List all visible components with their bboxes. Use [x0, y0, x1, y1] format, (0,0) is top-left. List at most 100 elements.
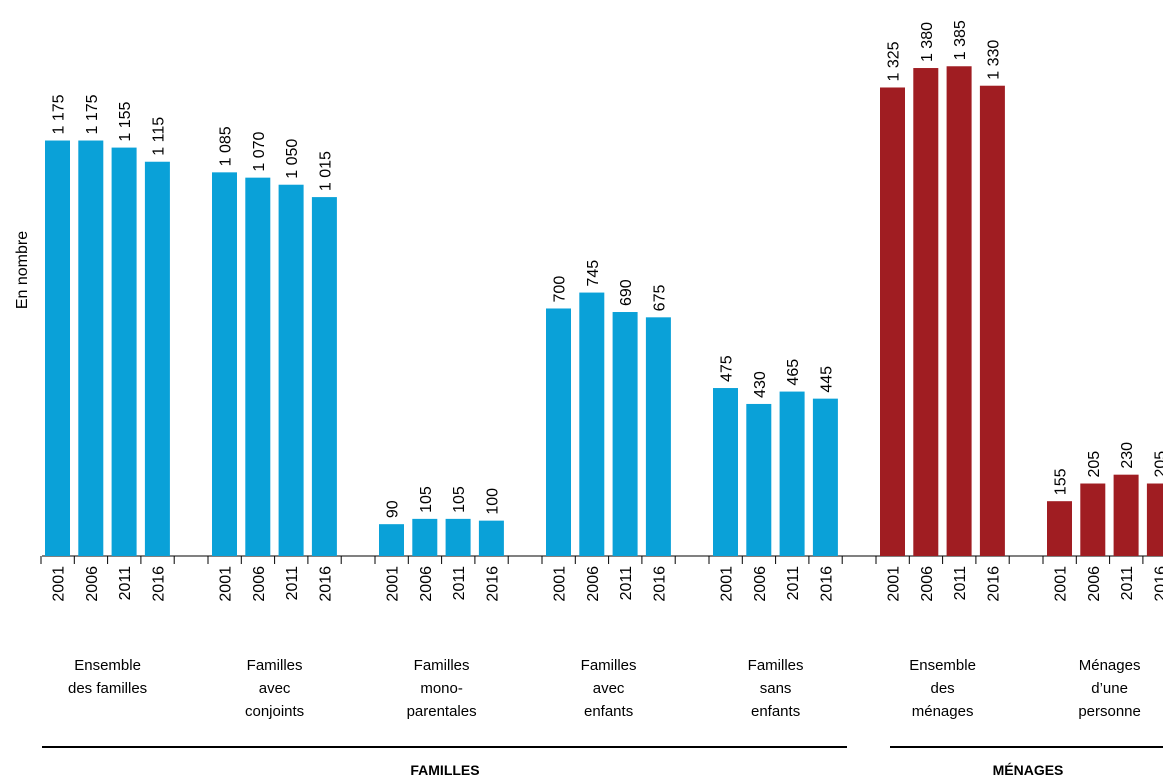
x-tick-label: 2011: [952, 566, 969, 601]
x-tick-label: 2006: [919, 566, 936, 602]
x-tick-label: 2006: [251, 566, 268, 602]
x-tick-label: 2006: [585, 566, 602, 602]
section-label: FAMILLES: [410, 762, 479, 778]
bar: [78, 140, 104, 556]
group-label: Familles: [247, 657, 303, 674]
x-tick-label: 2001: [218, 566, 235, 602]
bar: [812, 398, 838, 556]
data-label: 745: [585, 260, 602, 287]
x-tick-label: 2016: [985, 566, 1002, 602]
bar: [412, 518, 438, 556]
data-label: 1 115: [150, 117, 167, 156]
group-label: ménages: [912, 703, 974, 720]
data-label: 1 070: [251, 132, 268, 172]
bar: [245, 177, 271, 556]
data-label: 105: [451, 486, 468, 513]
bar: [713, 388, 738, 556]
bar: [1047, 501, 1072, 556]
bar: [445, 518, 471, 556]
data-label: 1 015: [317, 151, 334, 191]
data-label: 205: [1086, 451, 1103, 478]
bar: [111, 147, 137, 557]
data-label: 700: [552, 276, 569, 303]
x-tick-label: 2016: [1152, 566, 1163, 602]
x-tick-label: 2011: [451, 566, 468, 601]
x-tick-label: 2011: [1119, 566, 1136, 601]
data-label: 1 325: [886, 41, 903, 81]
data-label: 430: [752, 371, 769, 398]
bar: [478, 520, 504, 556]
group-label: avec: [593, 680, 625, 697]
x-tick-label: 2016: [818, 566, 835, 602]
group-label: des familles: [68, 680, 147, 697]
group-label: conjoints: [245, 703, 304, 720]
data-label: 1 380: [919, 22, 936, 62]
x-tick-label: 2006: [1086, 566, 1103, 602]
bar: [612, 312, 638, 556]
bar: [1080, 483, 1106, 556]
group-label: personne: [1078, 703, 1141, 720]
data-label: 90: [385, 500, 402, 518]
x-tick-label: 2016: [484, 566, 501, 602]
bar: [379, 524, 404, 556]
data-label: 690: [618, 279, 635, 306]
bar: [546, 308, 571, 556]
data-label: 1 330: [985, 40, 1002, 80]
data-label: 1 050: [284, 139, 301, 179]
bar: [979, 85, 1005, 556]
x-tick-label: 2006: [418, 566, 435, 602]
data-label: 1 155: [117, 101, 134, 141]
data-label: 1 385: [952, 20, 969, 60]
x-tick-label: 2001: [552, 566, 569, 602]
bar: [144, 161, 170, 556]
group-label: Familles: [748, 657, 804, 674]
bar: [579, 292, 605, 556]
x-tick-label: 2006: [84, 566, 101, 602]
x-tick-label: 2011: [785, 566, 802, 601]
x-tick-label: 2011: [117, 566, 134, 601]
data-label: 1 175: [84, 94, 101, 134]
x-tick-label: 2001: [886, 566, 903, 602]
group-label: parentales: [407, 703, 477, 720]
group-label: Familles: [581, 657, 637, 674]
data-label: 1 085: [218, 126, 235, 166]
group-label: avec: [259, 680, 291, 697]
bar: [746, 403, 772, 556]
bar: [45, 140, 70, 556]
y-axis-label: En nombre: [14, 231, 31, 309]
x-tick-label: 2006: [752, 566, 769, 602]
bar: [278, 184, 304, 556]
data-label: 205: [1152, 451, 1163, 478]
group-label: enfants: [584, 703, 633, 720]
data-label: 105: [418, 486, 435, 513]
bar: [913, 68, 939, 557]
group-label: Ensemble: [909, 657, 976, 674]
data-label: 675: [651, 285, 668, 312]
x-tick-label: 2011: [618, 566, 635, 601]
data-label: 155: [1053, 468, 1070, 495]
bar: [880, 87, 905, 556]
x-tick-label: 2011: [284, 566, 301, 601]
bar: [311, 197, 337, 556]
group-label: Ménages: [1079, 657, 1141, 674]
bar: [212, 172, 237, 556]
group-label: Familles: [414, 657, 470, 674]
data-label: 475: [719, 355, 736, 382]
group-label: mono-: [420, 680, 463, 697]
group-label: enfants: [751, 703, 800, 720]
x-tick-label: 2001: [1053, 566, 1070, 602]
x-tick-label: 2016: [317, 566, 334, 602]
x-tick-label: 2016: [651, 566, 668, 602]
data-label: 465: [785, 359, 802, 386]
x-tick-label: 2001: [51, 566, 68, 602]
group-label: sans: [760, 680, 792, 697]
data-label: 445: [818, 366, 835, 393]
x-tick-label: 2001: [385, 566, 402, 602]
group-label: Ensemble: [74, 657, 141, 674]
x-tick-label: 2001: [719, 566, 736, 602]
group-label: des: [931, 680, 955, 697]
data-label: 1 175: [51, 94, 68, 134]
bar: [1113, 474, 1139, 556]
group-label: d’une: [1091, 680, 1128, 697]
